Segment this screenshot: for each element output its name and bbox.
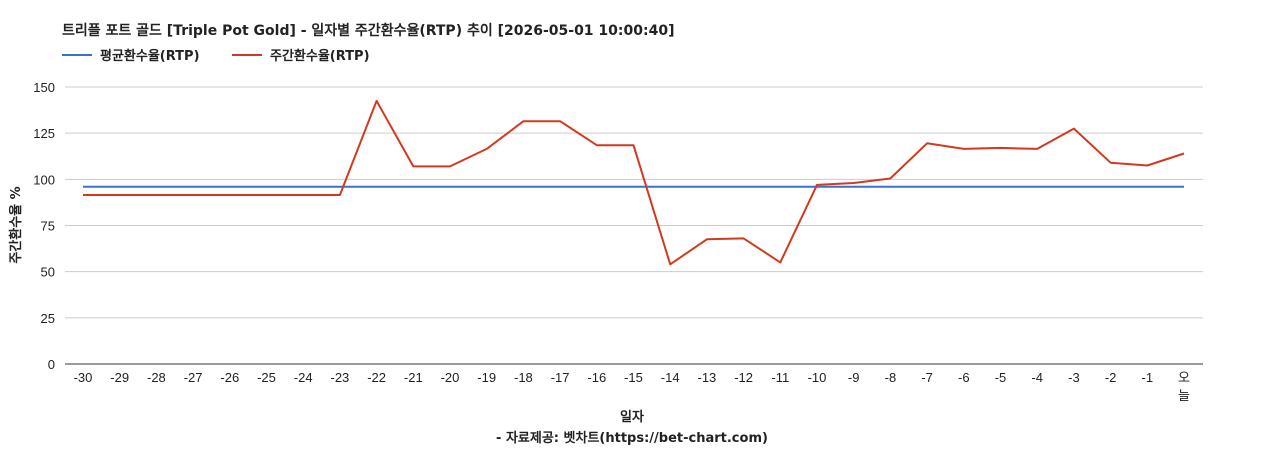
y-tick-label: 0 [48, 357, 55, 372]
x-tick-label: -3 [1068, 370, 1080, 385]
x-tick-label: -8 [885, 370, 897, 385]
x-tick-label: -15 [624, 370, 643, 385]
grid-lines [65, 86, 1203, 365]
x-tick-label: -7 [921, 370, 933, 385]
y-tick-label: 25 [41, 311, 55, 326]
x-tick-label: -19 [477, 370, 496, 385]
y-tick-label: 50 [41, 265, 55, 280]
y-axis-title: 주간환수율 % [8, 186, 24, 263]
x-tick-label: -6 [958, 370, 970, 385]
series-line-2 [83, 99, 1185, 266]
source-credit: - 자료제공: 벳차트(https://bet-chart.com) [496, 430, 768, 446]
x-tick-label: -28 [147, 370, 166, 385]
x-tick-label: -27 [184, 370, 203, 385]
x-tick-label: -24 [294, 370, 313, 385]
x-tick-label: -4 [1031, 370, 1043, 385]
y-tick-label: 100 [33, 172, 55, 187]
x-tick-label: -29 [110, 370, 129, 385]
x-tick-label: -21 [404, 370, 423, 385]
y-tick-label: 150 [33, 80, 55, 95]
x-tick-label: -20 [441, 370, 460, 385]
x-tick-label: -10 [808, 370, 827, 385]
series-lines [83, 99, 1185, 266]
y-axis-ticks: 0 25 50 75 100 125 150 [33, 80, 55, 372]
x-tick-label: -26 [220, 370, 239, 385]
x-tick-label: -23 [331, 370, 350, 385]
x-axis-title: 일자 [620, 410, 644, 425]
x-tick-label: -5 [995, 370, 1007, 385]
x-axis-ticks: -30 -29 -28 -27 -26 -25 -24 -23 -22 -21 -20 -19 -18 -… [74, 370, 1190, 403]
x-tick-label: -22 [367, 370, 386, 385]
y-tick-label: 75 [41, 219, 55, 234]
x-tick-label: -17 [551, 370, 570, 385]
x-tick-label: -14 [661, 370, 680, 385]
legend-label: 주간환수율(RTP) [270, 48, 370, 64]
chart-title: 트리플 포트 골드 [Triple Pot Gold] - 일자별 주간환수율(… [62, 22, 674, 39]
legend-label: 평균환수율(RTP) [100, 48, 200, 64]
x-tick-label: -2 [1105, 370, 1117, 385]
x-tick-label: -9 [848, 370, 860, 385]
legend: 평균환수율(RTP) 주간환수율(RTP) [62, 48, 370, 64]
x-tick-label: -16 [587, 370, 606, 385]
x-tick-label: -12 [734, 370, 753, 385]
x-tick-label: -30 [74, 370, 93, 385]
x-tick-label: -13 [698, 370, 717, 385]
x-tick-label: -11 [771, 370, 789, 385]
x-tick-label: -1 [1142, 370, 1154, 385]
y-tick-label: 125 [33, 126, 55, 141]
x-tick-label: -25 [257, 370, 276, 385]
x-tick-label: -18 [514, 370, 533, 385]
